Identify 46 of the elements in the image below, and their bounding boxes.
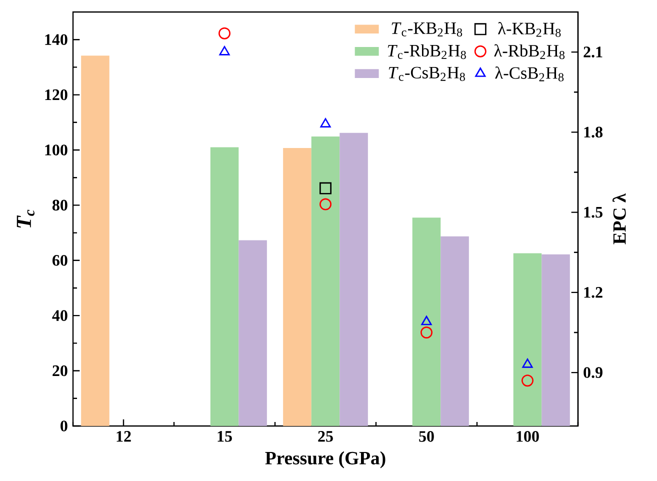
y-tick-label: 80 <box>52 200 68 211</box>
x-tick-label: 25 <box>318 431 333 442</box>
bar <box>513 253 542 426</box>
bar <box>542 254 570 426</box>
bar <box>81 56 110 426</box>
y2-tick-label: 2.1 <box>584 46 602 58</box>
point <box>421 316 432 326</box>
y-tick-label: 140 <box>45 34 68 45</box>
bar <box>210 147 239 426</box>
legend-label: T$_{c}$-RbB$_{2}$H$_{8}$ <box>388 44 466 60</box>
bar <box>412 218 441 426</box>
x-tick-label: 100 <box>516 431 539 442</box>
point <box>320 198 332 210</box>
y2-tick-label: 1.8 <box>584 126 603 138</box>
x-tick-label: 12 <box>116 431 131 442</box>
y-tick-label: 20 <box>52 365 68 376</box>
point <box>420 326 433 339</box>
legend-label: T$_{c}$-KB$_{2}$H$_{8}$ <box>392 22 462 37</box>
y2-tick-label: 0.9 <box>584 367 602 378</box>
y2-tick-label: 1.2 <box>584 287 602 298</box>
point <box>522 358 533 368</box>
point <box>320 118 331 128</box>
bar <box>238 240 267 426</box>
y2-tick-label: 1.5 <box>584 206 602 218</box>
legend-label: λ-CsB$_{2}$H$_{8}$ <box>495 66 564 82</box>
x-tick-label: 15 <box>218 431 232 442</box>
legend-label: λ-RbB$_{2}$H$_{8}$ <box>494 44 565 60</box>
point <box>218 27 231 40</box>
bar <box>440 236 469 426</box>
x-tick-label: 50 <box>419 431 434 442</box>
bar <box>311 136 340 426</box>
point <box>320 182 332 194</box>
legend-label: T$_{c}$-CsB$_{2}$H$_{8}$ <box>388 66 465 81</box>
y-tick-label: 120 <box>45 89 68 100</box>
point <box>521 374 534 387</box>
y2-axis-title: EPC λ <box>612 193 626 244</box>
y-tick-label: 60 <box>52 254 68 266</box>
bar <box>340 132 368 426</box>
y-tick-label: 100 <box>45 144 68 156</box>
bar <box>283 148 312 426</box>
y-tick-label: 0 <box>60 420 68 432</box>
legend-label: λ-KB$_{2}$H$_{8}$ <box>498 22 561 37</box>
y-tick-label: 40 <box>52 310 68 321</box>
point <box>219 46 230 56</box>
x-axis-title: Pressure (GPa) <box>265 451 386 468</box>
y-axis-title: T$_{c}$ <box>16 210 34 228</box>
